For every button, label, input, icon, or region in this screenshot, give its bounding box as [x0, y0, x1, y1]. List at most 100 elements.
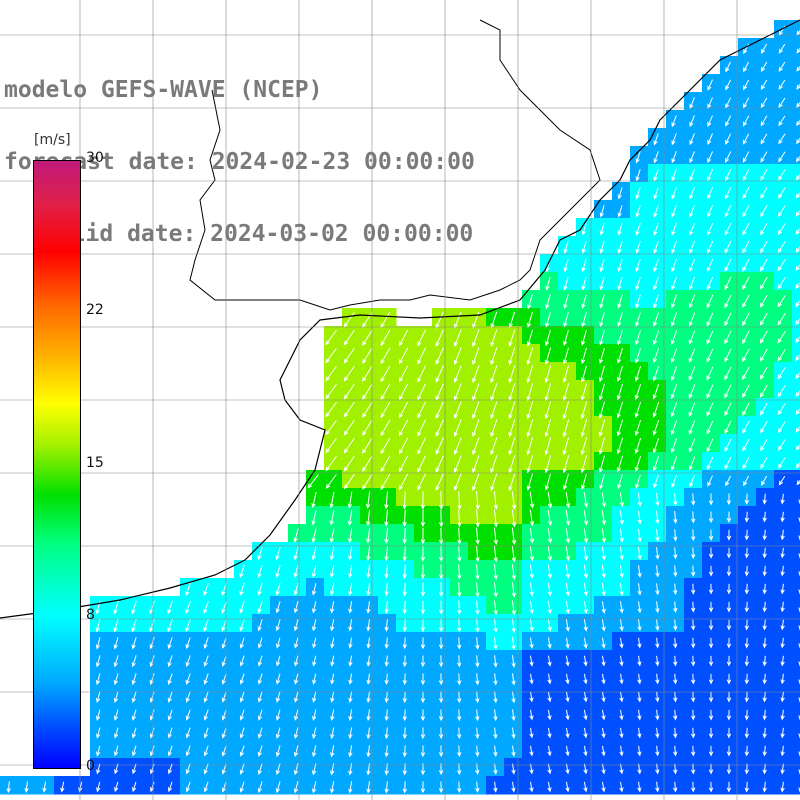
arrow-icon [348, 781, 353, 794]
arrow-icon [420, 655, 426, 668]
arrow-icon [601, 528, 607, 543]
arrow-icon [475, 545, 480, 563]
arrow-icon [743, 79, 750, 91]
arrow-icon [671, 115, 677, 128]
arrow-icon [457, 745, 462, 758]
arrow-icon [526, 365, 534, 384]
arrow-icon [581, 258, 587, 273]
arrow-icon [275, 727, 281, 739]
arrow-icon [526, 473, 534, 491]
arrow-icon [508, 365, 516, 384]
arrow-icon [294, 655, 299, 667]
arrow-icon [742, 258, 750, 272]
arrow-icon [366, 691, 371, 704]
arrow-icon [796, 47, 800, 54]
arrow-icon [742, 348, 750, 363]
wind-speed-cell [792, 326, 800, 345]
arrow-icon [547, 709, 552, 721]
arrow-icon [493, 709, 498, 722]
arrow-icon [366, 546, 371, 562]
arrow-icon [616, 401, 624, 419]
arrow-icon [257, 673, 263, 685]
arrow-icon [673, 547, 678, 560]
arrow-icon [384, 691, 389, 704]
arrow-icon [653, 474, 659, 489]
wind-speed-cell [792, 164, 800, 183]
arrow-icon [435, 329, 444, 347]
arrow-icon [599, 240, 605, 254]
arrow-icon [708, 511, 714, 524]
wind-speed-cell [792, 398, 800, 417]
arrow-icon [325, 455, 337, 472]
arrow-icon [726, 619, 732, 631]
arrow-icon [583, 637, 588, 649]
arrow-icon [652, 330, 660, 346]
arrow-icon [581, 294, 587, 309]
arrow-icon [547, 619, 552, 632]
arrow-icon [616, 348, 623, 364]
arrow-icon [131, 637, 137, 650]
arrow-icon [565, 673, 570, 685]
arrow-icon [402, 564, 407, 579]
arrow-icon [149, 709, 155, 721]
wind-speed-cell [792, 758, 800, 777]
arrow-icon [348, 727, 353, 740]
arrow-icon [690, 547, 696, 560]
arrow-icon [673, 619, 678, 631]
arrow-icon [330, 619, 335, 632]
arrow-icon [438, 781, 444, 794]
arrow-icon [257, 564, 263, 578]
arrow-icon [384, 546, 389, 562]
arrow-icon [653, 258, 659, 273]
arrow-icon [780, 511, 785, 523]
arrow-icon [293, 781, 299, 794]
wind-speed-cell [792, 38, 800, 57]
arrow-icon [744, 601, 750, 613]
arrow-icon [725, 61, 732, 73]
arrow-icon [547, 691, 552, 703]
arrow-icon [529, 655, 534, 667]
arrow-icon [726, 745, 732, 757]
arrow-icon [598, 365, 605, 383]
wind-speed-cell [792, 308, 800, 327]
arrow-icon [529, 691, 534, 703]
arrow-icon [114, 763, 119, 775]
arrow-icon [472, 365, 480, 384]
arrow-icon [777, 348, 786, 362]
arrow-icon [726, 547, 732, 559]
arrow-icon [671, 474, 677, 488]
arrow-icon [563, 312, 569, 328]
arrow-icon [417, 329, 426, 347]
arrow-icon [311, 546, 317, 561]
arrow-icon [438, 691, 444, 704]
arrow-icon [690, 619, 696, 631]
arrow-icon [762, 601, 767, 613]
arrow-icon [688, 348, 696, 363]
arrow-icon [744, 673, 750, 685]
arrow-icon [744, 547, 750, 559]
arrow-icon [707, 205, 714, 218]
arrow-icon [493, 781, 498, 793]
arrow-icon [439, 491, 444, 510]
arrow-icon [438, 637, 444, 650]
arrow-icon [780, 529, 785, 541]
arrow-icon [742, 294, 750, 309]
arrow-icon [780, 583, 785, 595]
arrow-icon [673, 691, 678, 703]
wind-speed-cell [792, 740, 800, 759]
arrow-icon [706, 294, 714, 309]
arrow-icon [759, 258, 768, 272]
arrow-icon [655, 673, 660, 685]
arrow-icon [673, 673, 678, 685]
arrow-icon [778, 61, 786, 72]
arrow-icon [778, 133, 786, 145]
arrow-icon [203, 600, 209, 614]
arrow-icon [185, 781, 191, 793]
arrow-icon [583, 510, 589, 526]
arrow-icon [762, 493, 767, 505]
arrow-icon [780, 763, 785, 775]
arrow-icon [203, 582, 209, 597]
arrow-icon [311, 781, 317, 794]
arrow-icon [185, 600, 191, 615]
arrow-icon [275, 601, 281, 614]
